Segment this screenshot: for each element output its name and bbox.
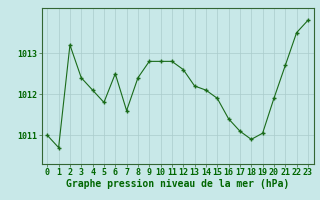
X-axis label: Graphe pression niveau de la mer (hPa): Graphe pression niveau de la mer (hPa) xyxy=(66,179,289,189)
